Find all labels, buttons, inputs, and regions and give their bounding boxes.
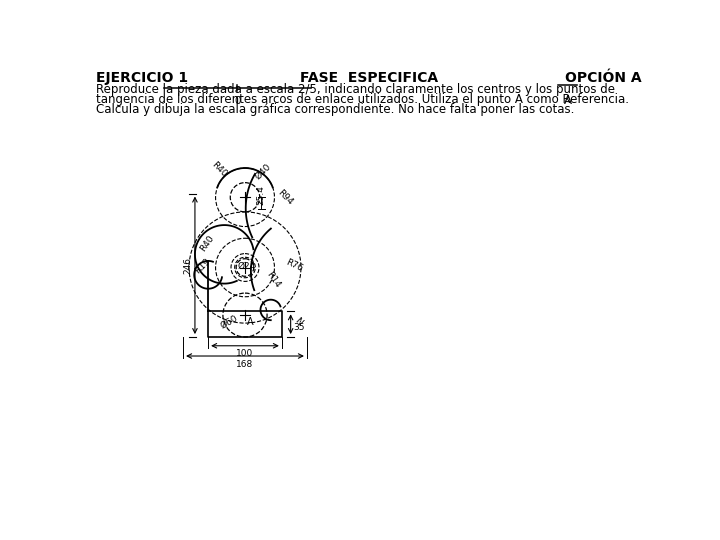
- Text: 100: 100: [236, 349, 253, 359]
- Text: 0: 0: [234, 96, 240, 106]
- Text: R94: R94: [276, 188, 294, 207]
- Text: Reproduce la pieza dada a escala 2/5, indicando claramente los centros y los pun: Reproduce la pieza dada a escala 2/5, in…: [96, 83, 615, 96]
- Text: R76: R76: [284, 258, 305, 273]
- Text: Ø24: Ø24: [238, 262, 256, 271]
- Text: R40: R40: [210, 160, 229, 179]
- Text: A: A: [564, 94, 572, 107]
- Text: EJERCICIO 1: EJERCICIO 1: [96, 71, 189, 85]
- Text: N: N: [293, 316, 304, 327]
- Text: 168: 168: [236, 360, 253, 369]
- Text: 246: 246: [184, 257, 193, 274]
- Text: Calcula y dibuja la escala gráfica correspondiente. No hace falta poner las cota: Calcula y dibuja la escala gráfica corre…: [96, 103, 575, 116]
- Text: OPCIÓN A: OPCIÓN A: [565, 71, 642, 85]
- Text: R40: R40: [198, 234, 215, 253]
- Text: R14: R14: [264, 271, 282, 290]
- Text: Ø60: Ø60: [219, 313, 239, 330]
- Text: A: A: [248, 318, 254, 327]
- Text: FASE  ESPECIFICA: FASE ESPECIFICA: [300, 71, 438, 85]
- Text: tangencia de los diferentes arcos de enlace utilizados. Utiliza el punto A como : tangencia de los diferentes arcos de enl…: [96, 93, 629, 106]
- Text: 25.4: 25.4: [257, 185, 266, 205]
- Text: R19: R19: [193, 256, 212, 275]
- Text: Ø40: Ø40: [254, 161, 273, 181]
- Text: 35: 35: [293, 323, 305, 332]
